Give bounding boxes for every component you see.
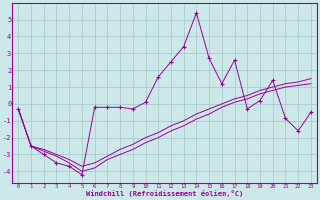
X-axis label: Windchill (Refroidissement éolien,°C): Windchill (Refroidissement éolien,°C) [86,190,243,197]
